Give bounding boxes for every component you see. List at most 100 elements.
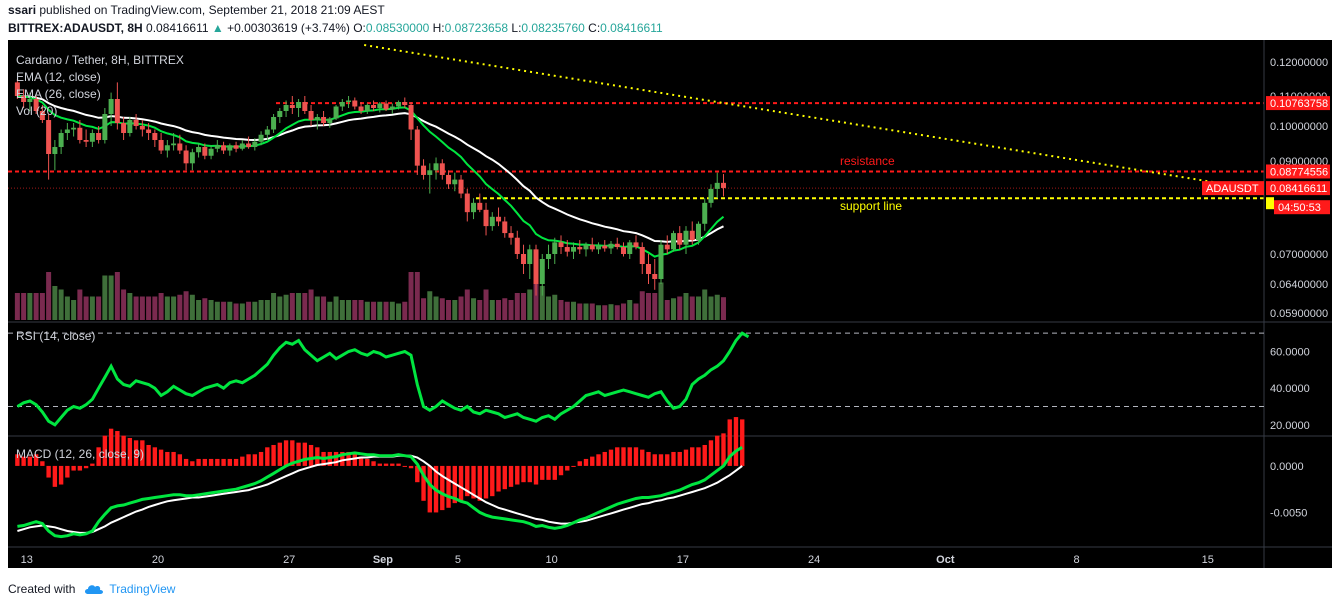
last-price: 0.08416611	[146, 21, 209, 35]
volume-bar	[121, 289, 127, 320]
volume-bar	[308, 289, 314, 320]
macd-hist-bar	[190, 461, 195, 466]
volume-bar	[621, 303, 627, 320]
candle-body	[121, 123, 127, 133]
candle-body	[114, 99, 120, 123]
volume-bar	[258, 300, 264, 320]
tradingview-brand[interactable]: TradingView	[109, 582, 176, 596]
macd-hist-bar	[227, 458, 233, 466]
volume-bar	[702, 289, 708, 320]
author-name[interactable]: ssari	[8, 3, 37, 17]
macd-hist-bar	[608, 449, 614, 466]
chart-svg[interactable]: 0.120000000.110000000.100000000.09000000…	[8, 40, 1332, 568]
x-tick-label: 27	[283, 554, 295, 566]
candle-body	[583, 244, 589, 250]
candle-body	[489, 216, 495, 227]
volume-bar	[333, 296, 339, 320]
candle-body	[196, 147, 202, 153]
macd-hist-bar	[733, 417, 739, 466]
volume-bar	[296, 293, 302, 320]
chart-area[interactable]: 0.120000000.110000000.100000000.09000000…	[8, 40, 1332, 568]
candle-body	[352, 100, 358, 107]
volume-bar	[720, 297, 726, 320]
rsi-line	[16, 331, 750, 427]
macd-tick-label: 0.0000	[1270, 461, 1304, 473]
candle-body	[477, 202, 483, 210]
candle-body	[427, 170, 433, 175]
price-change: +0.00303619 (+3.74%)	[227, 21, 350, 35]
candle-body	[608, 243, 614, 249]
volume-bar	[639, 291, 645, 320]
volume-bar	[108, 275, 114, 320]
macd-hist-bar	[258, 451, 264, 466]
macd-hist-bar	[21, 456, 26, 466]
candle-body	[83, 140, 89, 142]
macd-hist-bar	[27, 456, 33, 466]
candle-body	[714, 182, 720, 189]
tradingview-logo[interactable]: TradingView	[83, 582, 175, 596]
price-tick-label: 0.12000000	[1270, 57, 1328, 69]
volume-bar	[377, 301, 383, 320]
macd-hist-bar	[371, 461, 376, 466]
macd-hist-bar	[540, 465, 545, 480]
volume-bar	[502, 298, 508, 320]
candle-body	[664, 244, 670, 250]
candle-body	[670, 233, 676, 250]
publish-info: ssari published on TradingView.com, Sept…	[8, 3, 385, 17]
candle-body	[233, 145, 239, 149]
volume-bar	[214, 301, 220, 320]
volume-bar	[577, 303, 583, 320]
macd-hist-bar	[221, 458, 226, 466]
macd-hist-bar	[521, 465, 526, 483]
volume-bar	[583, 303, 589, 320]
macd-hist-bar	[558, 465, 564, 476]
macd-hist-bar	[577, 461, 582, 466]
candle-body	[202, 147, 208, 156]
volume-bar	[183, 291, 189, 320]
candle-body	[146, 129, 152, 133]
candle-body	[158, 140, 164, 151]
candle-body	[639, 247, 645, 264]
candle-body	[339, 102, 345, 107]
candle-body	[720, 182, 726, 188]
macd-hist-bar	[283, 440, 289, 466]
created-with-label: Created with	[8, 582, 76, 596]
volume-bar	[402, 301, 408, 320]
volume-bar	[208, 300, 214, 320]
macd-hist-bar	[340, 451, 345, 466]
candle-body	[371, 105, 377, 108]
up-arrow-icon: ▲	[211, 21, 224, 35]
macd-hist-bar	[502, 465, 507, 490]
legend-title: Cardano / Tether, 8H, BITTREX	[16, 53, 184, 67]
candle-body	[689, 230, 695, 241]
countdown-badge	[1274, 200, 1330, 215]
macd-hist-bar	[102, 435, 108, 466]
macd-hist-bar	[83, 465, 89, 469]
macd-hist-bar	[77, 465, 83, 471]
macd-hist-bar	[396, 463, 401, 466]
candle-body	[346, 100, 352, 102]
candle-body	[33, 99, 39, 111]
macd-hist-bar	[446, 465, 451, 508]
legend-rsi: RSI (14, close)	[16, 329, 95, 343]
x-tick-label: Oct	[936, 554, 955, 566]
volume-bar	[139, 296, 145, 320]
macd-hist-bar	[421, 465, 426, 501]
volume-bar	[652, 293, 658, 320]
volume-bar	[558, 300, 564, 320]
macd-hist-bar	[602, 451, 607, 466]
candle-body	[464, 193, 470, 213]
ema26-line	[17, 95, 724, 243]
macd-hist-bar	[546, 465, 551, 480]
x-tick-label: Sep	[373, 554, 393, 566]
candle-body	[471, 202, 477, 213]
volume-bar	[239, 303, 245, 320]
volume-bar	[246, 301, 252, 320]
volume-bar	[496, 300, 502, 320]
price-tick-label: 0.07000000	[1270, 249, 1328, 261]
volume-bar	[433, 296, 439, 320]
volume-bar	[471, 298, 477, 320]
candle-body	[596, 245, 602, 250]
candle-body	[564, 247, 570, 252]
volume-bar	[602, 305, 608, 320]
